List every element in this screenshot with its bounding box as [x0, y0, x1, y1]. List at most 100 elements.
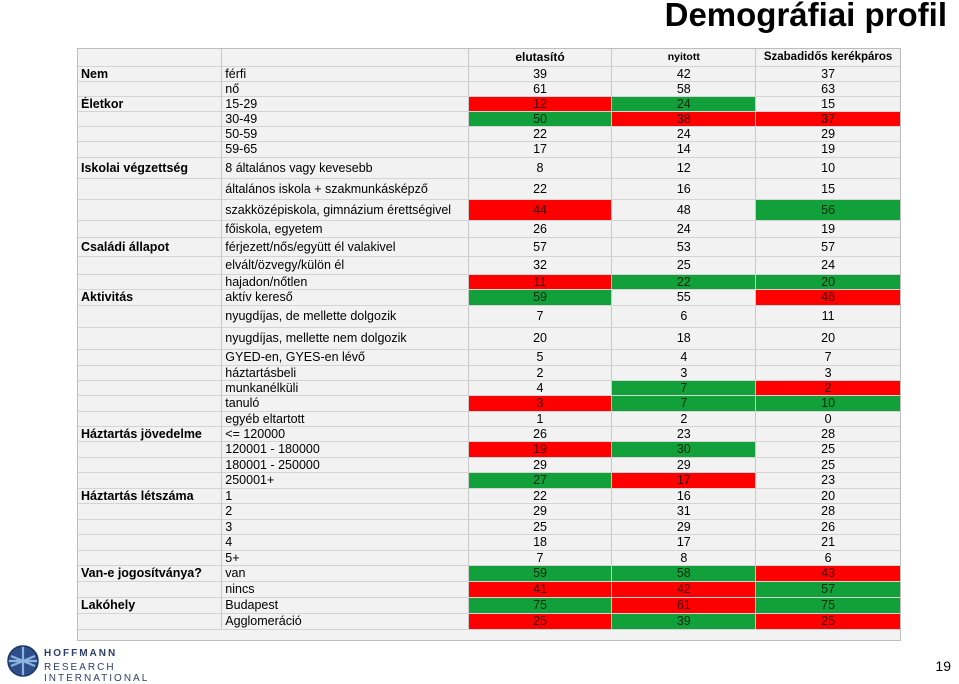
- value-szabadidos-cell: 24: [755, 256, 900, 275]
- value-szabadidos-cell: 57: [755, 237, 900, 257]
- table-row: szakközépiskola, gimnázium érettségivel 4…: [78, 199, 900, 221]
- category-label: [78, 550, 222, 566]
- table-row: Agglomeráció 25 39 25: [78, 613, 900, 630]
- subcategory-label: szakközépiskola, gimnázium érettségivel: [221, 199, 469, 221]
- category-label: [78, 111, 222, 127]
- table-row: 30-49 50 38 37: [78, 111, 900, 127]
- value-nyitott-cell: 16: [611, 178, 756, 200]
- table-row: GYED-en, GYES-en lévő 5 4 7: [78, 349, 900, 366]
- subcategory-label: 180001 - 250000: [221, 457, 469, 473]
- subcategory-label: 120001 - 180000: [221, 441, 469, 458]
- value-elutasito-cell: 12: [467, 96, 612, 112]
- table-row: 250001+ 27 17 23: [78, 472, 900, 489]
- value-szabadidos-cell: 21: [755, 534, 900, 551]
- category-label: Lakóhely: [78, 597, 222, 614]
- table-row: egyéb eltartott 1 2 0: [78, 411, 900, 427]
- value-szabadidos-cell: 63: [755, 81, 900, 97]
- subcategory-label: Agglomeráció: [221, 613, 469, 630]
- subcategory-label: hajadon/nőtlen: [221, 274, 469, 290]
- category-label: [78, 365, 222, 381]
- subcategory-label: főiskola, egyetem: [221, 220, 469, 238]
- column-header-nyitott: nyitott: [611, 49, 756, 67]
- category-label: [78, 305, 222, 328]
- logo-line-2: RESEARCH INTERNATIONAL: [44, 662, 150, 684]
- value-nyitott-cell: 23: [611, 426, 756, 442]
- value-szabadidos-cell: 20: [755, 327, 900, 350]
- value-szabadidos-cell: 19: [755, 220, 900, 238]
- subcategory-label: nő: [221, 81, 469, 97]
- value-elutasito-cell: 17: [467, 141, 612, 158]
- value-nyitott-cell: 29: [611, 457, 756, 473]
- table-row: általános iskola + szakmunkásképző 22 16 15: [78, 178, 900, 200]
- globe-logo-icon: [7, 645, 39, 677]
- value-szabadidos-cell: 11: [755, 305, 900, 328]
- table-row: 5+ 7 8 6: [78, 550, 900, 566]
- value-szabadidos-cell: 3: [755, 365, 900, 381]
- value-nyitott-cell: 4: [611, 349, 756, 366]
- value-nyitott-cell: 17: [611, 472, 756, 489]
- column-header-elutasito: elutasító: [467, 49, 612, 67]
- value-elutasito-cell: 20: [467, 327, 612, 350]
- category-label: Háztartás létszáma: [78, 488, 222, 504]
- category-label: Családi állapot: [78, 237, 222, 257]
- value-nyitott-cell: 17: [611, 534, 756, 551]
- category-label: Életkor: [78, 96, 222, 112]
- table-row: Háztartás létszáma 1 22 16 20: [78, 488, 900, 504]
- value-nyitott-cell: 30: [611, 441, 756, 458]
- value-szabadidos-cell: 29: [755, 126, 900, 142]
- value-elutasito-cell: 19: [467, 441, 612, 458]
- category-label: [78, 457, 222, 473]
- value-szabadidos-cell: 19: [755, 141, 900, 158]
- value-elutasito-cell: 44: [467, 199, 612, 221]
- table-row: 180001 - 250000 29 29 25: [78, 457, 900, 473]
- value-szabadidos-cell: 15: [755, 96, 900, 112]
- category-label: [78, 81, 222, 97]
- table-row: munkanélküli 4 7 2: [78, 380, 900, 396]
- value-nyitott-cell: 14: [611, 141, 756, 158]
- value-elutasito-cell: 26: [467, 220, 612, 238]
- category-label: [78, 220, 222, 238]
- value-elutasito-cell: 29: [467, 503, 612, 520]
- value-szabadidos-cell: 20: [755, 488, 900, 504]
- subcategory-label: 30-49: [221, 111, 469, 127]
- value-nyitott-cell: 31: [611, 503, 756, 520]
- value-szabadidos-cell: 28: [755, 503, 900, 520]
- value-szabadidos-cell: 75: [755, 597, 900, 614]
- value-elutasito-cell: 22: [467, 126, 612, 142]
- value-elutasito-cell: 57: [467, 237, 612, 257]
- subcategory-label: férfi: [221, 66, 469, 82]
- category-label: [78, 349, 222, 366]
- value-nyitott-cell: 8: [611, 550, 756, 566]
- value-nyitott-cell: 18: [611, 327, 756, 350]
- value-nyitott-cell: 38: [611, 111, 756, 127]
- subcategory-label: 250001+: [221, 472, 469, 489]
- value-elutasito-cell: 26: [467, 426, 612, 442]
- table-row: Nem férfi 39 42 37: [78, 66, 900, 82]
- value-elutasito-cell: 4: [467, 380, 612, 396]
- value-szabadidos-cell: 2: [755, 380, 900, 396]
- subcategory-label: 2: [221, 503, 469, 520]
- value-nyitott-cell: 58: [611, 565, 756, 582]
- category-label: [78, 503, 222, 520]
- value-nyitott-cell: 42: [611, 581, 756, 598]
- category-label: [78, 178, 222, 200]
- category-label: [78, 274, 222, 290]
- category-label: [78, 519, 222, 535]
- value-elutasito-cell: 2: [467, 365, 612, 381]
- category-label: Van-e jogosítványa?: [78, 565, 222, 582]
- table-row: 4 18 17 21: [78, 534, 900, 551]
- subcategory-label: háztartásbeli: [221, 365, 469, 381]
- value-szabadidos-cell: 26: [755, 519, 900, 535]
- value-elutasito-cell: 27: [467, 472, 612, 489]
- value-elutasito-cell: 39: [467, 66, 612, 82]
- value-szabadidos-cell: 46: [755, 289, 900, 306]
- page-number: 19: [935, 658, 951, 674]
- value-elutasito-cell: 75: [467, 597, 612, 614]
- value-elutasito-cell: 5: [467, 349, 612, 366]
- category-label: [78, 441, 222, 458]
- value-szabadidos-cell: 56: [755, 199, 900, 221]
- table-row: 59-65 17 14 19: [78, 141, 900, 158]
- value-nyitott-cell: 25: [611, 256, 756, 275]
- table-row: 2 29 31 28: [78, 503, 900, 520]
- category-label: [78, 256, 222, 275]
